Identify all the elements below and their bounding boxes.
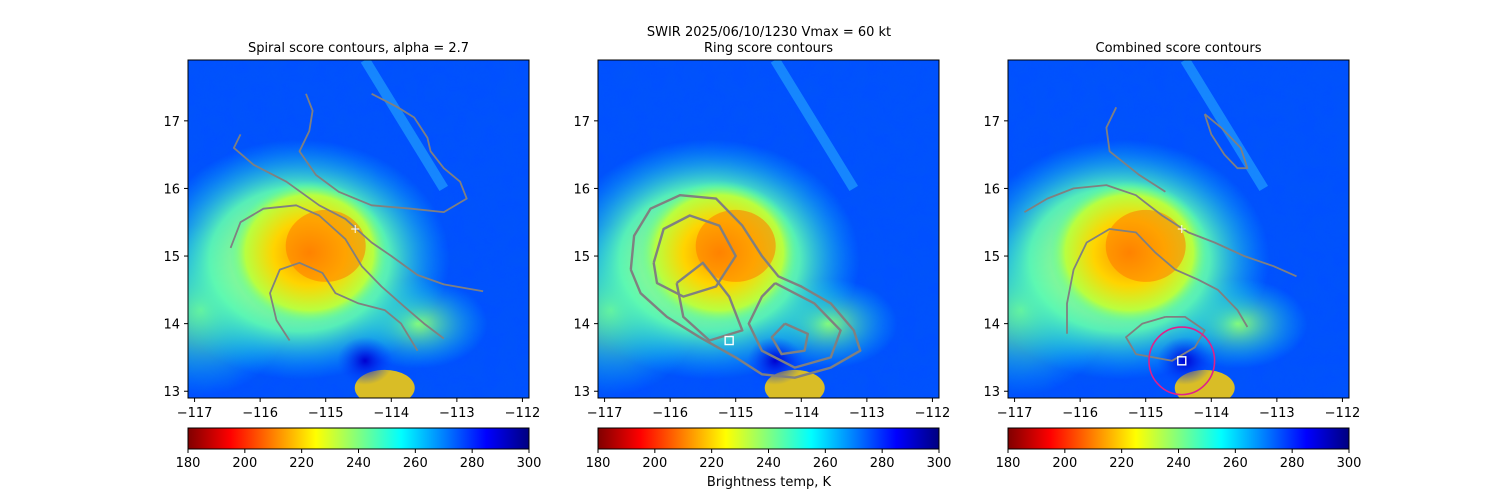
y-tick-label: 15 bbox=[983, 250, 1000, 265]
square-marker bbox=[1177, 356, 1187, 366]
contour-1 bbox=[233, 134, 484, 293]
y-tick-label: 15 bbox=[573, 250, 590, 265]
contour-4 bbox=[298, 92, 468, 213]
x-tick-label: −116 bbox=[652, 406, 688, 421]
y-tick-label: 14 bbox=[983, 318, 1000, 333]
contour-3 bbox=[747, 282, 842, 369]
y-tick-label: 16 bbox=[163, 182, 180, 197]
colorbar-tick-label: 300 bbox=[517, 456, 542, 471]
x-tick-label: −114 bbox=[783, 406, 819, 421]
y-tick-label: 16 bbox=[573, 182, 590, 197]
colorbar-tick-label: 300 bbox=[1337, 456, 1362, 471]
panels: Spiral score contours, alpha = 2.7 −117 −1… bbox=[163, 41, 1362, 471]
y-tick-label: 13 bbox=[983, 385, 1000, 400]
colorbar-tick-label: 200 bbox=[232, 456, 257, 471]
square-marker bbox=[724, 335, 734, 346]
x-tick-label: −113 bbox=[1259, 406, 1295, 421]
axes-frame bbox=[597, 59, 940, 399]
colorbar-tick-label: 280 bbox=[1280, 456, 1305, 471]
bt-image bbox=[1008, 60, 1349, 398]
colorbar-tick-label: 260 bbox=[403, 456, 428, 471]
contour-5 bbox=[770, 322, 809, 356]
contour-2 bbox=[1066, 228, 1249, 334]
colorbar-tick-label: 260 bbox=[813, 456, 838, 471]
colorbar-tick-label: 300 bbox=[927, 456, 952, 471]
x-tick-label: −116 bbox=[242, 406, 278, 421]
plus-marker bbox=[1177, 225, 1186, 233]
colorbar-tick-label: 220 bbox=[699, 456, 724, 471]
colorbar-tick-label: 200 bbox=[1052, 456, 1077, 471]
contour-3 bbox=[269, 261, 419, 352]
colorbar-tick-label: 240 bbox=[756, 456, 781, 471]
panel-title: Spiral score contours, alpha = 2.7 bbox=[248, 41, 469, 56]
colorbar-tick-label: 220 bbox=[289, 456, 314, 471]
bt-image bbox=[188, 60, 529, 398]
colorbar-tick-label: 180 bbox=[176, 456, 201, 471]
x-tick-label: −117 bbox=[997, 406, 1033, 421]
colorbar-tick-label: 240 bbox=[346, 456, 371, 471]
colorbar-tick-label: 280 bbox=[870, 456, 895, 471]
colorbar bbox=[597, 427, 940, 450]
panel-title: Combined score contours bbox=[1096, 41, 1262, 56]
contour-5 bbox=[1105, 106, 1166, 193]
axes-frame bbox=[187, 59, 530, 399]
y-tick-label: 14 bbox=[573, 318, 590, 333]
colorbar-tick-label: 180 bbox=[586, 456, 611, 471]
colorbar-tick-label: 280 bbox=[460, 456, 485, 471]
colorbar bbox=[1007, 427, 1350, 450]
plus-marker bbox=[351, 225, 360, 233]
x-tick-label: −112 bbox=[1325, 406, 1361, 421]
x-tick-label: −112 bbox=[505, 406, 541, 421]
x-tick-label: −117 bbox=[587, 406, 623, 421]
x-tick-label: −114 bbox=[1193, 406, 1229, 421]
x-tick-label: −112 bbox=[915, 406, 951, 421]
x-tick-label: −115 bbox=[308, 406, 344, 421]
x-tick-label: −114 bbox=[373, 406, 409, 421]
axes-frame bbox=[1007, 59, 1350, 399]
colorbar-tick-label: 260 bbox=[1223, 456, 1248, 471]
colorbar-tick-label: 240 bbox=[1166, 456, 1191, 471]
colorbar-label: Brightness temp, K bbox=[707, 475, 832, 490]
panel-title: Ring score contours bbox=[704, 41, 833, 56]
y-tick-label: 14 bbox=[163, 318, 180, 333]
panel-2: Ring score contours −117 −116 −115 −114 −113 −… bbox=[573, 41, 952, 471]
x-tick-label: −115 bbox=[718, 406, 754, 421]
contour-4 bbox=[1125, 316, 1206, 362]
x-tick-label: −113 bbox=[439, 406, 475, 421]
y-tick-label: 17 bbox=[163, 115, 180, 130]
y-tick-label: 17 bbox=[573, 115, 590, 130]
contour-4 bbox=[675, 261, 744, 342]
y-tick-label: 15 bbox=[163, 250, 180, 265]
colorbar-tick-label: 220 bbox=[1109, 456, 1134, 471]
colorbar-tick-label: 200 bbox=[642, 456, 667, 471]
figure-suptitle: SWIR 2025/06/10/1230 Vmax = 60 kt bbox=[647, 25, 891, 40]
x-tick-label: −115 bbox=[1128, 406, 1164, 421]
y-tick-label: 17 bbox=[983, 115, 1000, 130]
colorbar-tick-label: 180 bbox=[996, 456, 1021, 471]
x-tick-label: −113 bbox=[849, 406, 885, 421]
panel-1: Spiral score contours, alpha = 2.7 −117 −1… bbox=[163, 41, 542, 471]
panel-3: Combined score contours −117 −116 −115 −114 −… bbox=[983, 41, 1362, 471]
center-circle bbox=[1148, 326, 1216, 396]
colorbar bbox=[187, 427, 530, 450]
contour-3 bbox=[1203, 113, 1249, 170]
contour-2 bbox=[229, 204, 445, 340]
contour-1 bbox=[629, 194, 862, 379]
y-tick-label: 16 bbox=[983, 182, 1000, 197]
y-tick-label: 13 bbox=[163, 385, 180, 400]
bt-image bbox=[598, 60, 939, 398]
contour-2 bbox=[652, 214, 737, 298]
x-tick-label: −117 bbox=[177, 406, 213, 421]
x-tick-label: −116 bbox=[1062, 406, 1098, 421]
contour-1 bbox=[1023, 184, 1297, 278]
y-tick-label: 13 bbox=[573, 385, 590, 400]
